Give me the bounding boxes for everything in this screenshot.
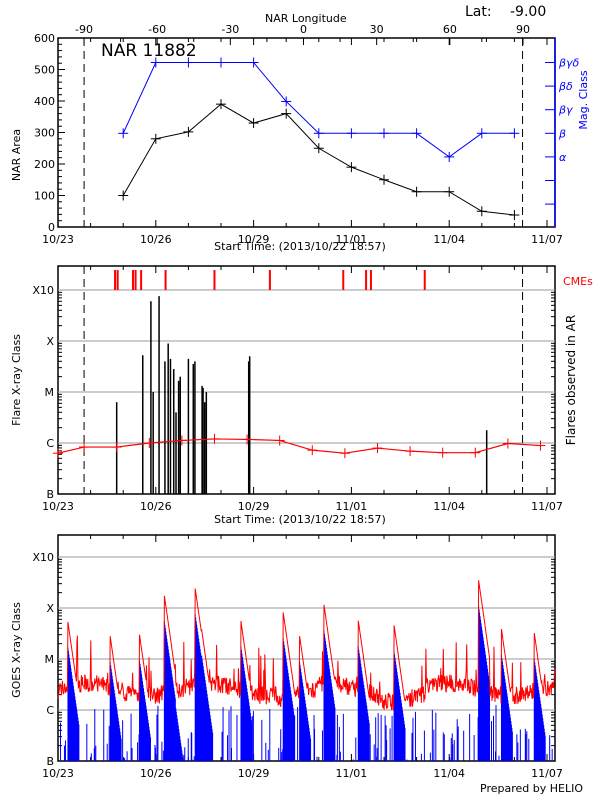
cme-marker [268, 270, 271, 290]
x-tick-label: 10/23 [42, 233, 74, 246]
y-tick-label: 0 [48, 221, 55, 234]
x-axis-label-2: Start Time: (2013/10/22 18:57) [214, 513, 386, 526]
y-tick-label: 200 [34, 158, 55, 171]
y2-axis-label-mag: Mag. Class [577, 70, 590, 129]
x-tick-label: 11/01 [336, 233, 368, 246]
x-tick-label: 11/07 [531, 767, 563, 780]
y-tick-label: B [46, 488, 54, 501]
panel-goes: 10/23 10/26 10/29 11/01 11/04 11/07 B C M X X10 [32, 534, 563, 780]
cme-marker [423, 270, 426, 290]
x-tick-label: 11/07 [531, 233, 563, 246]
lon-tick-label: 60 [443, 23, 457, 36]
y-tick-label: 100 [34, 190, 55, 203]
background-flux-line [57, 438, 541, 454]
lon-tick-label: 90 [516, 23, 530, 36]
x-tick-label: 10/26 [140, 767, 172, 780]
x-tick-label: 11/04 [433, 233, 465, 246]
x-tick-label: 11/01 [336, 767, 368, 780]
cme-marker [116, 270, 119, 290]
top-axis-label: NAR Longitude [265, 12, 347, 25]
plot-frame [57, 37, 556, 228]
area-series-line [122, 103, 515, 216]
lon-tick-label: 30 [370, 23, 384, 36]
y2-axis-label-flares-ar: Flares observed in AR [564, 315, 578, 445]
y-axis-label-area: NAR Area [10, 129, 23, 181]
panel-flares: 10/23 10/26 10/29 11/01 11/04 11/07 B C M X X10 [32, 265, 563, 513]
y-tick-label: X10 [32, 284, 54, 297]
x-tick-label: 10/29 [238, 767, 270, 780]
y-tick-label: C [46, 437, 54, 450]
y-tick-label: X [46, 335, 54, 348]
x-tick-label: 11/04 [433, 767, 465, 780]
goes-long-line [57, 580, 556, 711]
cme-marker [213, 270, 216, 290]
x-axis-label-1: Start Time: (2013/10/22 18:57) [214, 240, 386, 253]
x-tick-label: 10/26 [140, 233, 172, 246]
x-tick-label: 11/04 [433, 500, 465, 513]
footer-credit: Prepared by HELIO [480, 782, 583, 795]
cme-marker [131, 270, 134, 290]
cme-marker [114, 270, 117, 290]
x-tick-label: 10/29 [238, 233, 270, 246]
lat-value: -9.00 [510, 4, 546, 20]
chart-title: NAR 11882 [101, 41, 197, 61]
y2-tick-label: βδ [558, 80, 573, 93]
y-tick-label: M [45, 653, 55, 666]
x-tick-label: 11/01 [336, 500, 368, 513]
y-tick-label: 300 [34, 127, 55, 140]
lon-tick-label: 0 [300, 23, 307, 36]
lon-tick-label: -90 [75, 23, 93, 36]
y-tick-label: 500 [34, 64, 55, 77]
y2-tick-label: α [559, 151, 567, 164]
y-tick-label: M [45, 386, 55, 399]
y-tick-label: 600 [34, 32, 55, 45]
cme-marker [342, 270, 345, 290]
lon-tick-label: -30 [221, 23, 239, 36]
cme-marker [369, 270, 372, 290]
y-tick-label: B [46, 755, 54, 768]
y-tick-label: 400 [34, 95, 55, 108]
y2-tick-label: βγδ [558, 57, 580, 70]
x-tick-label: 10/23 [42, 767, 74, 780]
lat-label: Lat: [465, 4, 492, 20]
y2-tick-label: βγ [558, 104, 573, 117]
x-tick-label: 10/23 [42, 500, 74, 513]
y-axis-label-goes: GOES X-ray Class [10, 602, 23, 698]
y-tick-label: X10 [32, 551, 54, 564]
mag-series-line [122, 62, 515, 158]
panel-nar-area: 10/23 10/26 10/29 11/01 11/04 11/070100200300… [34, 23, 580, 246]
cme-label: CMEs [563, 275, 593, 288]
cme-marker [365, 270, 368, 290]
cme-marker [134, 270, 137, 290]
x-tick-label: 11/07 [531, 500, 563, 513]
y-tick-label: C [46, 704, 54, 717]
cme-marker [164, 270, 167, 290]
y-axis-label-flare: Flare X-ray Class [10, 334, 23, 426]
y2-tick-label: β [558, 127, 566, 140]
cme-marker [140, 270, 143, 290]
y-tick-label: X [46, 602, 54, 615]
x-tick-label: 10/29 [238, 500, 270, 513]
plot-frame [57, 265, 556, 495]
lon-tick-label: -60 [148, 23, 166, 36]
x-tick-label: 10/26 [140, 500, 172, 513]
